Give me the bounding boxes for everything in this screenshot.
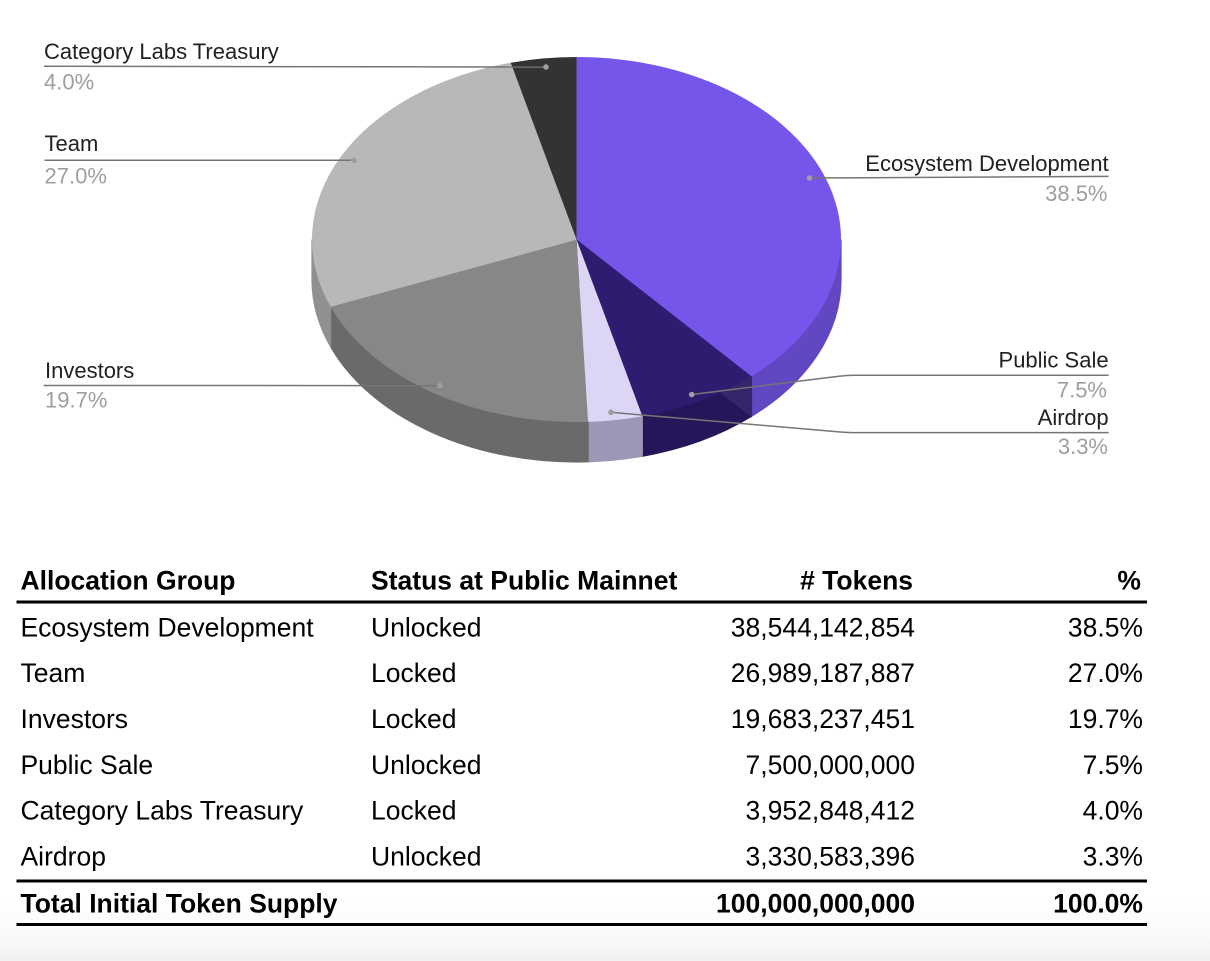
svg-text:19,683,237,451: 19,683,237,451 [731,704,915,734]
svg-text:27.0%: 27.0% [45,163,107,188]
svg-text:100.0%: 100.0% [1053,888,1143,918]
svg-text:7.5%: 7.5% [1083,750,1143,780]
svg-text:4.0%: 4.0% [1083,796,1143,826]
svg-text:38,544,142,854: 38,544,142,854 [731,612,915,642]
svg-text:Team: Team [21,658,86,688]
svg-text:# Tokens: # Tokens [800,565,913,595]
svg-text:Public Sale: Public Sale [21,750,154,780]
svg-text:3.3%: 3.3% [1058,434,1108,459]
svg-text:3,330,583,396: 3,330,583,396 [746,841,915,871]
svg-text:100,000,000,000: 100,000,000,000 [716,888,915,918]
svg-text:Locked: Locked [371,658,456,688]
svg-text:Status at Public Mainnet: Status at Public Mainnet [371,565,677,595]
svg-text:38.5%: 38.5% [1068,612,1143,642]
svg-text:4.0%: 4.0% [44,70,94,95]
svg-text:19.7%: 19.7% [1068,704,1143,734]
svg-text:Category Labs Treasury: Category Labs Treasury [44,39,279,64]
svg-text:Investors: Investors [45,358,134,383]
svg-text:27.0%: 27.0% [1068,658,1143,688]
svg-text:Investors: Investors [21,704,129,734]
svg-text:Unlocked: Unlocked [371,750,481,780]
svg-text:3,952,848,412: 3,952,848,412 [746,796,915,826]
svg-text:Unlocked: Unlocked [371,612,481,642]
svg-text:7.5%: 7.5% [1057,378,1107,403]
svg-text:26,989,187,887: 26,989,187,887 [731,658,915,688]
svg-text:Locked: Locked [371,796,456,826]
svg-text:Ecosystem Development: Ecosystem Development [21,612,315,642]
svg-text:7,500,000,000: 7,500,000,000 [746,750,915,780]
svg-text:Unlocked: Unlocked [371,841,481,871]
svg-text:Locked: Locked [371,704,456,734]
svg-text:Total Initial Token Supply: Total Initial Token Supply [21,888,338,918]
svg-text:Allocation Group: Allocation Group [21,565,236,595]
svg-text:Category Labs Treasury: Category Labs Treasury [21,796,305,826]
svg-text:38.5%: 38.5% [1045,181,1107,206]
svg-text:Airdrop: Airdrop [21,841,106,871]
svg-text:Airdrop: Airdrop [1038,405,1109,430]
svg-text:Public Sale: Public Sale [999,348,1109,373]
svg-text:Ecosystem Development: Ecosystem Development [865,151,1108,176]
svg-text:19.7%: 19.7% [45,388,107,413]
svg-text:Team: Team [45,131,99,156]
svg-text:3.3%: 3.3% [1083,841,1143,871]
svg-text:%: % [1117,565,1141,595]
